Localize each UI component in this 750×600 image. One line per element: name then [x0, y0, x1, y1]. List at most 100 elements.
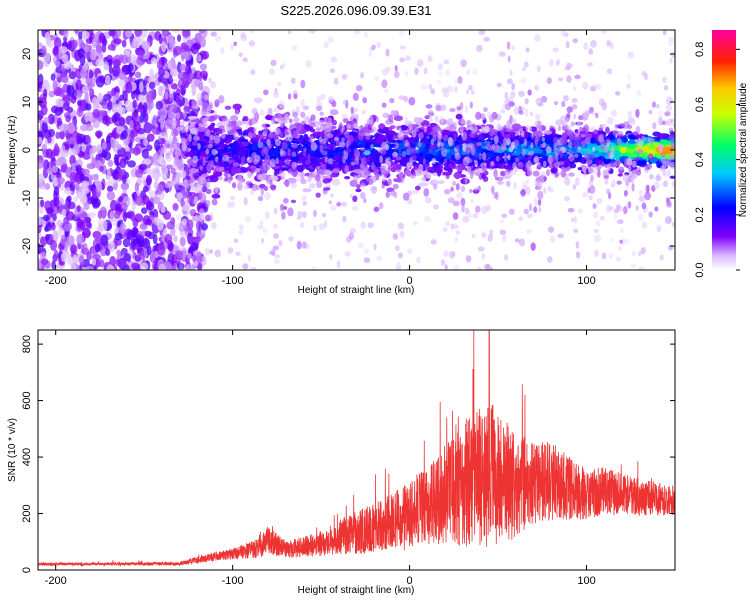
- spectrogram-blob: [522, 156, 528, 162]
- spectrogram-blob: [318, 119, 325, 125]
- spectrogram-blob: [566, 124, 572, 131]
- spectrogram-blob: [39, 251, 47, 259]
- spectrogram-blob: [134, 213, 144, 223]
- spectrogram-blob: [171, 265, 179, 270]
- spectrogram-blob: [177, 82, 182, 89]
- spectrogram-blob: [564, 66, 571, 71]
- spectrogram-blob: [455, 144, 461, 151]
- spectrogram-blob: [272, 245, 279, 251]
- spectrogram-blob: [589, 126, 596, 132]
- spectrogram-blob: [381, 144, 389, 151]
- spectrogram-blob: [179, 236, 186, 247]
- spectrogram-blob: [80, 244, 86, 255]
- spectrogram-blob: [257, 195, 264, 202]
- spectrogram-blob: [102, 38, 108, 46]
- spectrogram-blob: [86, 162, 96, 170]
- spectrogram-blob: [536, 147, 543, 154]
- spectrogram-blob: [135, 168, 143, 179]
- spectrogram-blob: [605, 204, 611, 213]
- spectrogram-blob: [173, 45, 182, 56]
- spectrogram-blob: [138, 115, 145, 123]
- spectrogram-blob: [158, 33, 163, 45]
- spectrogram-blob: [288, 236, 294, 242]
- spectrogram-blob: [457, 75, 463, 84]
- spectrogram-blob: [69, 172, 78, 184]
- spectrogram-blob: [296, 240, 302, 250]
- spectrogram-blob: [46, 207, 51, 215]
- spectrogram-blob: [593, 150, 600, 155]
- spectrogram-blob: [95, 231, 101, 244]
- spectrogram-blob: [592, 83, 599, 90]
- spectrogram-blob: [233, 238, 238, 243]
- spectrogram-blob: [180, 137, 187, 144]
- spectrogram-blob: [244, 135, 248, 140]
- spectrogram-blob: [233, 125, 237, 134]
- spectrogram-blob: [252, 147, 257, 152]
- spectrogram-blob: [42, 159, 48, 171]
- spectrogram-blob: [278, 159, 284, 166]
- spectrogram-blob: [470, 130, 475, 138]
- spectrogram-blob: [60, 75, 69, 83]
- spectrogram-blob: [181, 120, 185, 126]
- spectrogram-blob: [102, 142, 107, 150]
- spectrogram-blob: [122, 90, 128, 101]
- spectrogram-blob: [669, 118, 675, 124]
- spectrogram-blob: [257, 141, 264, 149]
- spectrogram-blob: [528, 126, 532, 133]
- spectrogram-blob: [249, 189, 255, 196]
- spectrogram-blob: [284, 113, 290, 123]
- spectrogram-blob: [56, 176, 65, 185]
- spectrogram-blob: [56, 220, 63, 228]
- spectrogram-blob: [375, 116, 379, 123]
- spectrogram-blob: [120, 182, 130, 191]
- spectrogram-blob: [525, 179, 530, 184]
- spectrogram-blob: [190, 121, 194, 128]
- spectrogram-blob: [327, 149, 338, 157]
- spectrogram-blob: [641, 202, 647, 210]
- spectrogram-blob: [192, 85, 197, 93]
- spectrogram-blob: [361, 109, 366, 115]
- spectrogram-blob: [403, 171, 412, 176]
- spectrogram-blob: [87, 211, 96, 219]
- spectrogram-blob: [404, 116, 409, 126]
- spectrogram-blob: [399, 230, 405, 238]
- spectrogram-blob: [416, 256, 421, 264]
- spectrogram-blob: [41, 121, 48, 134]
- spectrogram-blob: [118, 71, 127, 80]
- spectrogram-blob: [614, 123, 619, 129]
- spectrogram-blob: [599, 215, 605, 221]
- spectrogram-blob: [540, 97, 545, 103]
- spectrogram-blob: [427, 109, 434, 115]
- spectrogram-blob: [462, 142, 467, 152]
- spectrogram-blob: [640, 247, 646, 255]
- spectrogram-blob: [211, 222, 217, 230]
- spectrogram-blob: [566, 75, 572, 83]
- spectrogram-blob: [411, 147, 418, 154]
- spectrogram-blob: [442, 90, 450, 98]
- spectrogram-blob: [543, 160, 547, 168]
- spectrogram-blob: [437, 180, 445, 185]
- spectrogram-blob: [77, 218, 83, 229]
- spectrogram-blob: [76, 204, 81, 212]
- spectrogram-blob: [499, 229, 507, 235]
- spectrogram-blob: [392, 233, 399, 240]
- spectrogram-blob: [377, 128, 383, 133]
- spectrogram-blob: [198, 30, 206, 35]
- spectrogram-blob: [173, 78, 178, 83]
- spectrogram-blob: [398, 30, 406, 36]
- spectrogram-blob: [454, 264, 459, 270]
- spectrogram-blob: [560, 115, 567, 124]
- spectrogram-blob: [250, 266, 257, 270]
- spectrogram-blob: [121, 39, 127, 48]
- spectrogram-blob: [157, 75, 162, 83]
- spectrogram-blob: [103, 93, 112, 102]
- spectrogram-blob: [141, 148, 149, 159]
- spectrogram-blob: [40, 258, 49, 265]
- spectrogram-blob: [657, 110, 664, 119]
- spectrogram-blob: [268, 250, 275, 256]
- spectrogram-blob: [309, 135, 314, 144]
- spectrogram-blob: [469, 101, 473, 109]
- spectrogram-blob: [397, 252, 404, 259]
- spectrogram-blob: [474, 160, 479, 167]
- spectrogram-blob: [179, 95, 183, 100]
